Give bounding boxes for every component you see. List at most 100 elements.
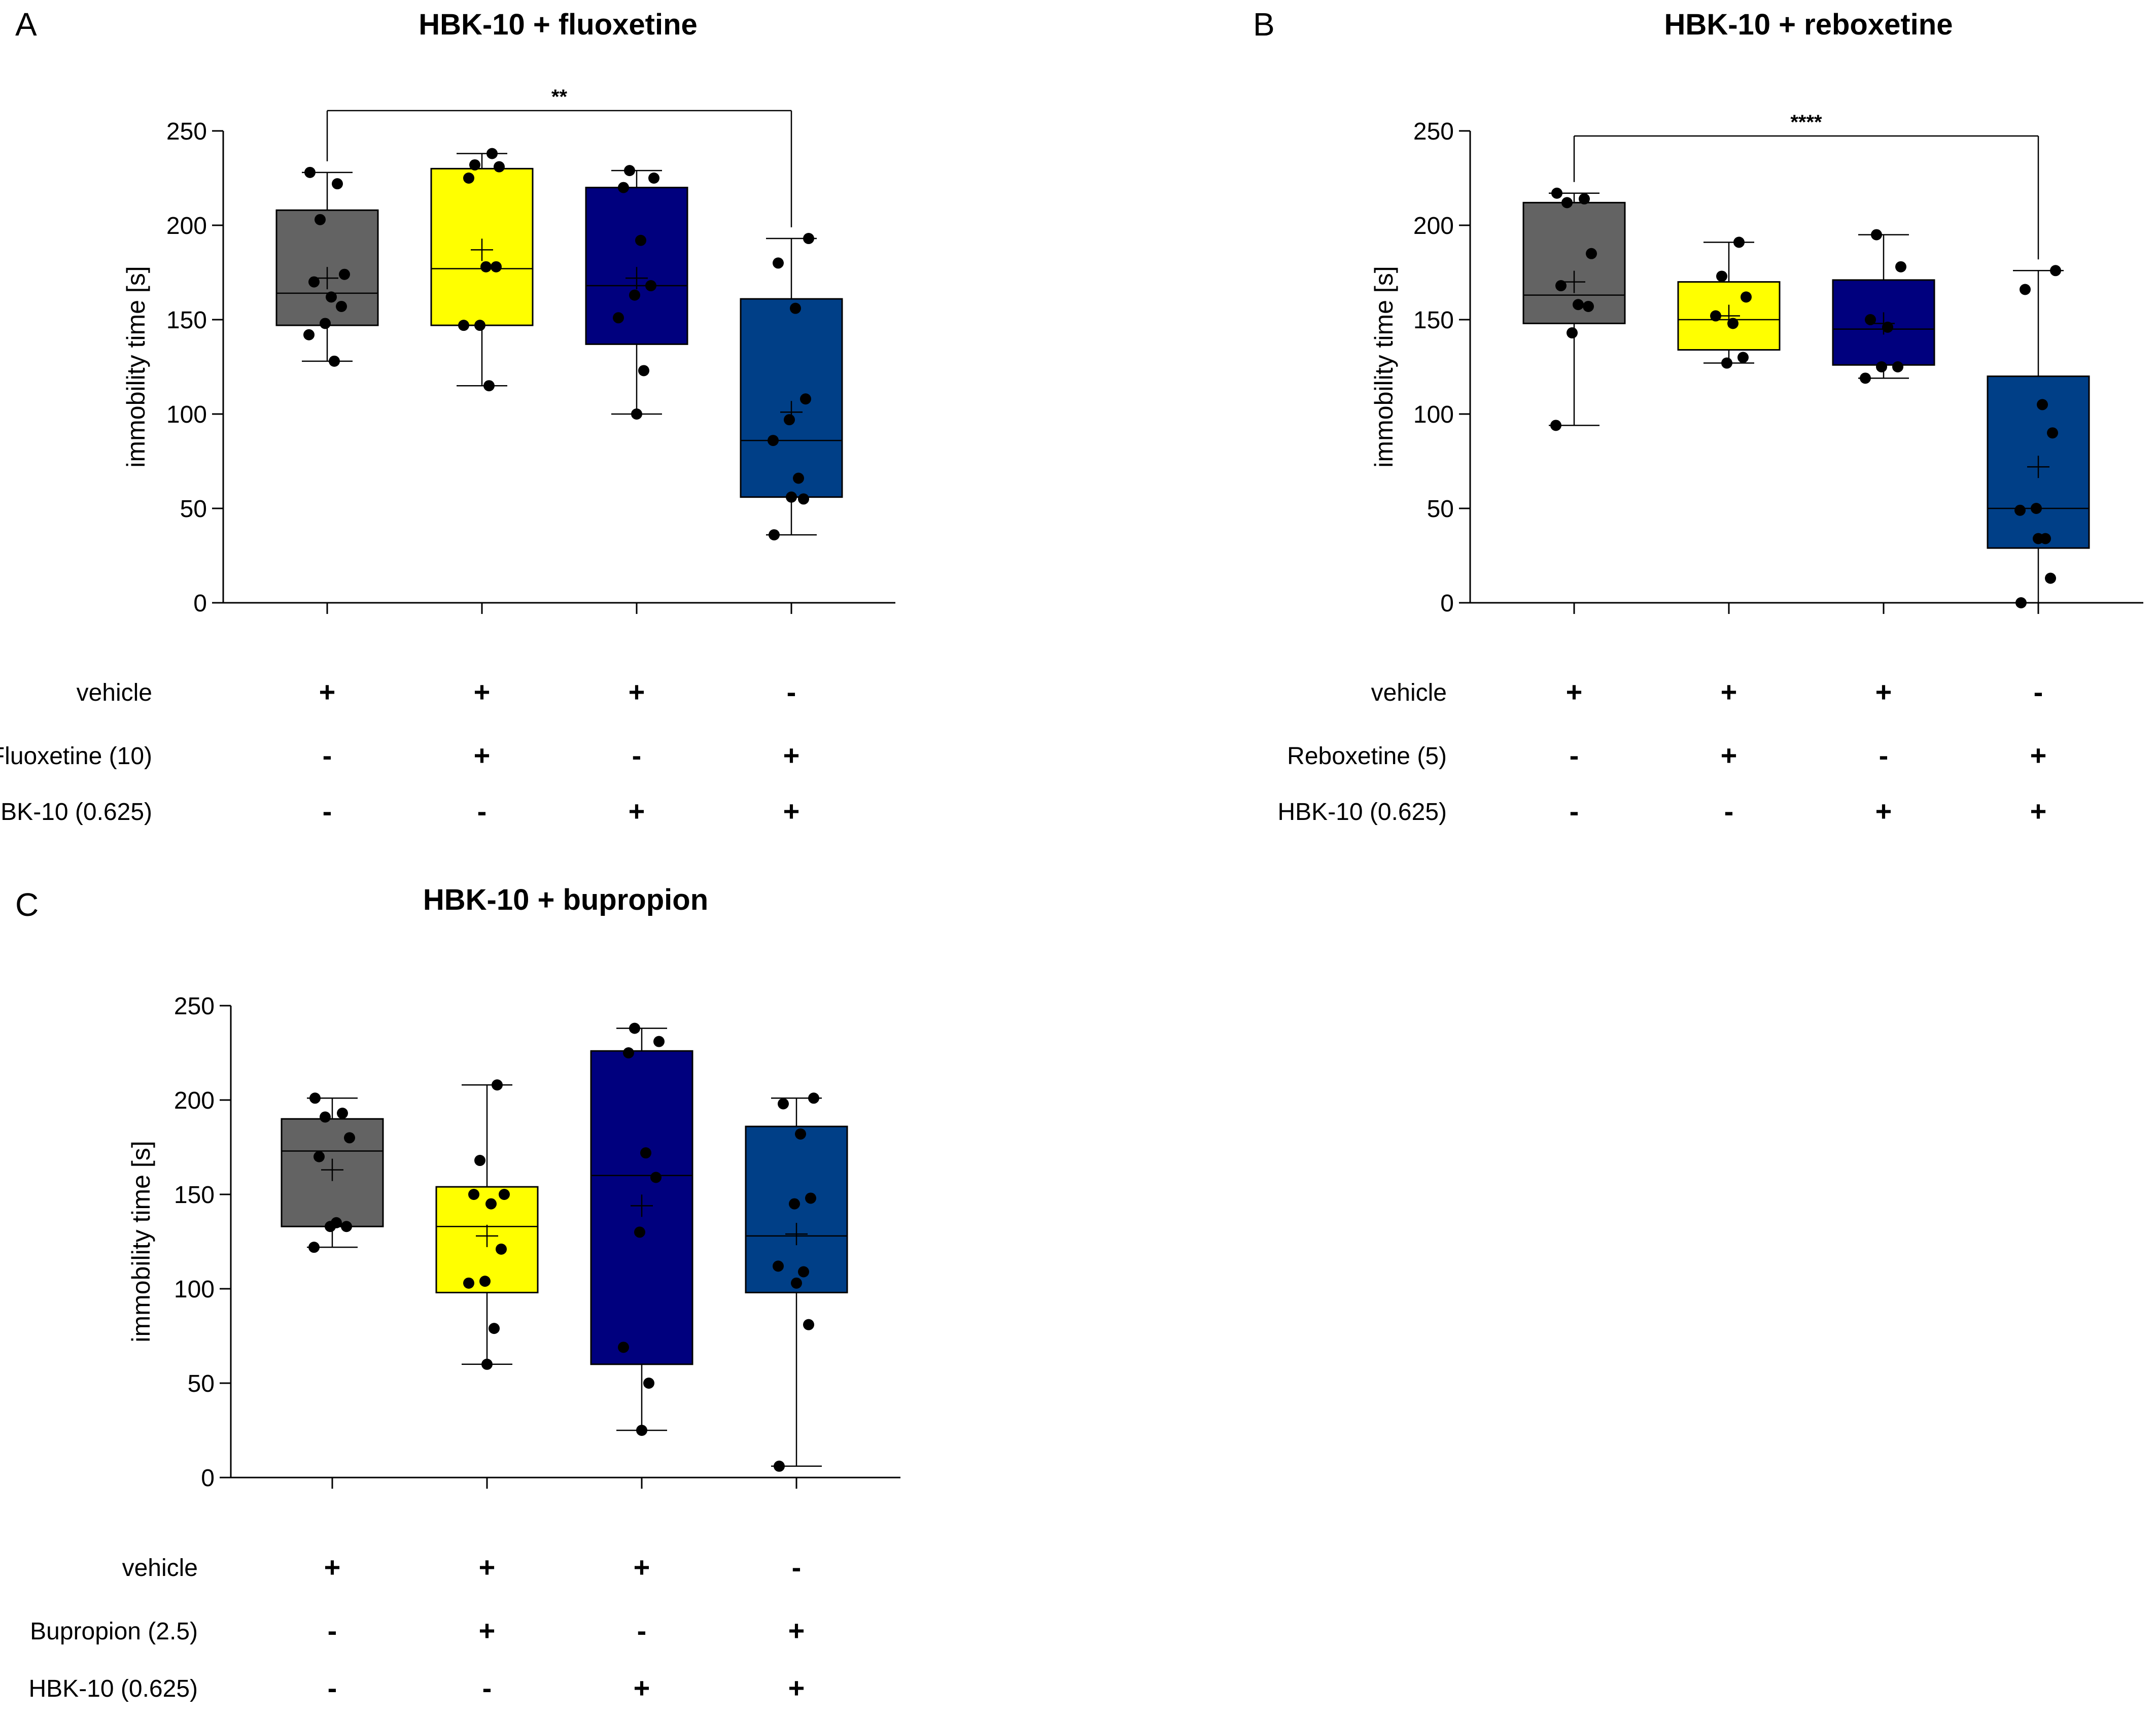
y-tick-label: 50 [188,1370,215,1397]
treatment-sign: - [323,795,332,827]
treatment-row-label: vehicle [77,679,152,706]
treatment-sign: + [474,676,491,708]
treatment-sign: + [319,676,336,708]
data-point [480,261,492,272]
data-point [800,393,811,405]
treatment-sign: - [1724,795,1734,827]
y-axis-label: immobility time [s] [122,266,150,467]
data-point [458,320,469,331]
y-axis-label: immobility time [s] [127,1141,155,1342]
treatment-sign: + [1566,676,1583,708]
data-point [623,1047,634,1058]
data-point [631,408,642,420]
treatment-sign: + [634,1551,650,1583]
data-point [2033,533,2044,544]
treatment-sign: - [1570,795,1579,827]
treatment-row-label: vehicle [1371,679,1447,706]
data-point [308,276,320,288]
data-point [489,1323,500,1334]
panel-b: B HBK-10 + reboxetine 0 50 100 150 200 250 immob… [1253,6,2143,827]
data-point [325,1221,336,1232]
treatment-sign: - [477,795,487,827]
data-point [798,1266,809,1278]
data-point [474,1155,485,1166]
data-point [479,1276,491,1287]
panel-label: B [1253,6,1275,43]
data-point [463,1277,474,1289]
data-point [650,1172,662,1183]
data-point [337,1108,348,1119]
data-point [791,1277,802,1289]
box-group [1987,265,2090,608]
box-group [1522,187,1626,431]
data-point [624,165,635,177]
data-point [645,280,656,292]
data-point [653,1036,665,1047]
data-point [1733,236,1745,248]
data-point [468,1189,479,1200]
data-point [1573,299,1584,311]
data-point [773,1260,784,1272]
treatment-sign: - [632,739,642,771]
data-point [2015,597,2027,608]
data-point [1737,352,1749,363]
data-point [1716,270,1727,282]
treatment-sign: - [328,1672,337,1704]
data-point [2014,504,2026,516]
box [585,187,688,345]
treatment-sign: + [2030,795,2047,827]
data-point [492,1079,503,1091]
data-point [344,1132,355,1144]
y-tick-label: 200 [1413,213,1454,239]
data-point [469,159,480,170]
treatment-sign: - [637,1615,647,1646]
treatment-sign: + [788,1615,805,1646]
treatment-sign: + [629,676,645,708]
treatment-sign: + [479,1615,496,1646]
data-point [339,268,350,280]
treatment-row-label: Fluoxetine (10) [0,743,152,770]
y-tick-label: 250 [1413,118,1454,145]
data-point [315,214,326,225]
panel-a: A HBK-10 + fluoxetine 0 50 100 150 200 250 immob… [0,6,895,827]
treatment-row-label: vehicle [122,1555,198,1582]
data-point [613,312,624,324]
data-point [634,1226,645,1238]
panel-label: C [15,886,39,923]
data-point [1710,310,1721,322]
box-group [1832,229,1935,384]
box-group [1677,236,1781,369]
treatment-row-label: HBK-10 (0.625) [0,799,152,826]
treatment-sign: + [474,739,491,771]
data-point [778,1098,789,1110]
data-point [1860,372,1871,384]
treatment-sign: + [634,1672,650,1704]
treatment-row-label: HBK-10 (0.625) [29,1675,198,1702]
data-point [491,261,502,272]
treatment-sign: + [1721,676,1737,708]
data-point [463,173,474,184]
box-group [275,166,379,367]
y-tick-label: 100 [1413,401,1454,428]
treatment-sign: + [629,795,645,827]
y-tick-label: 250 [166,118,207,145]
data-point [2037,399,2048,410]
data-point [795,1128,806,1140]
panel-label: A [15,6,37,43]
treatment-sign: + [324,1551,341,1583]
data-point [1583,300,1594,312]
data-point [2047,427,2058,439]
data-point [1586,248,1597,259]
data-point [803,1319,814,1330]
data-point [636,1425,647,1436]
data-point [1865,314,1876,325]
treatment-sign: - [787,676,796,708]
data-point [635,234,646,246]
y-tick-label: 150 [166,307,207,334]
data-point [2020,284,2031,295]
data-point [808,1092,819,1104]
box-group [281,1092,384,1253]
y-tick-label: 150 [174,1182,215,1209]
y-tick-label: 50 [1427,496,1454,523]
